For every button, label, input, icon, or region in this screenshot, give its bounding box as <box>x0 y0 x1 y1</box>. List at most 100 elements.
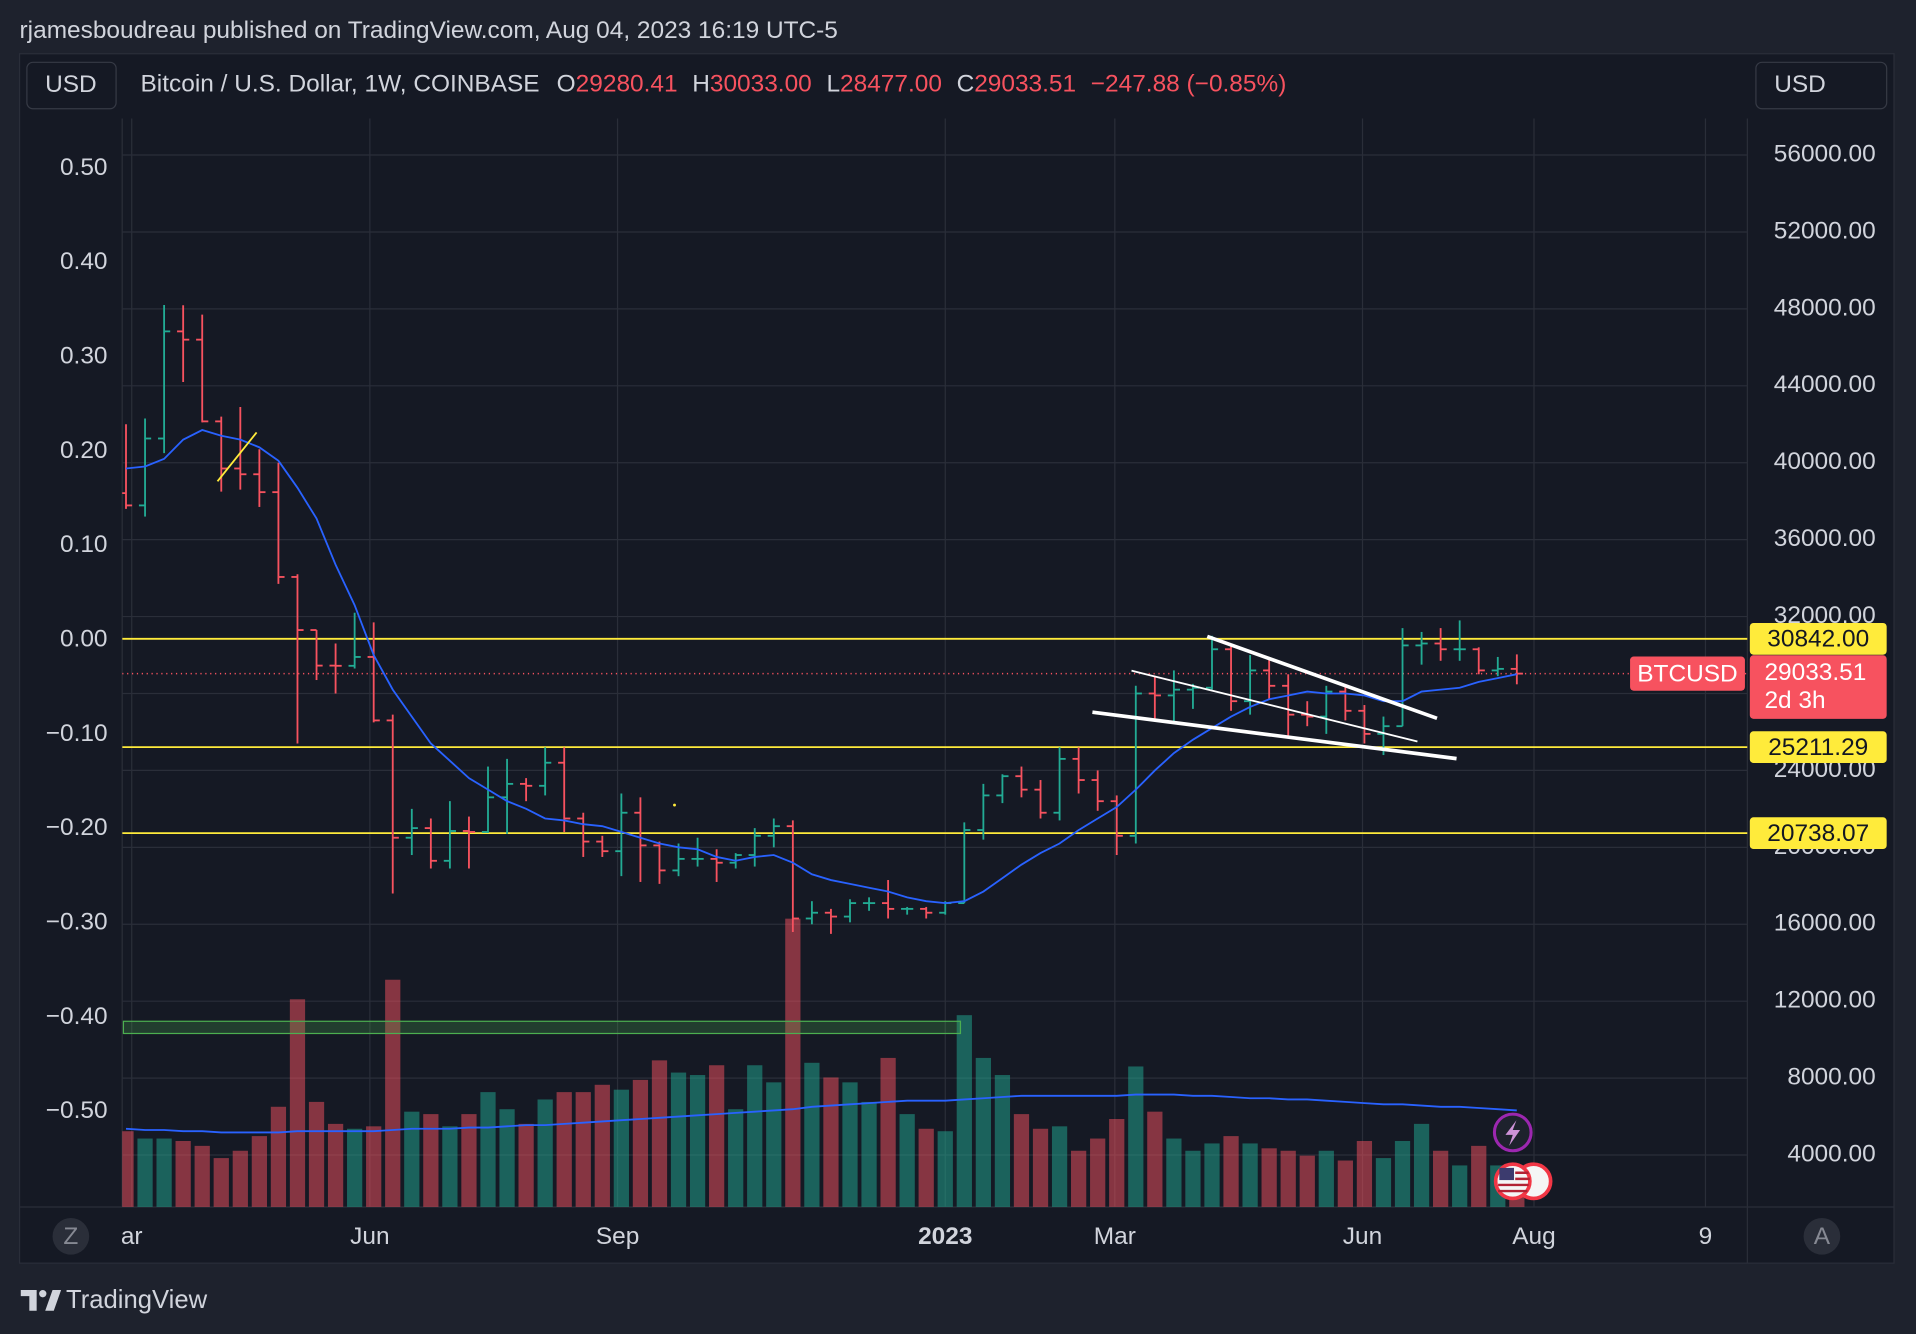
x-tick-label: Aug <box>1512 1223 1555 1250</box>
legend-key: O <box>557 71 576 98</box>
level-label: 30842.00 <box>1767 626 1869 653</box>
volume-bar <box>1223 1136 1239 1207</box>
y-tick-label: 40000.00 <box>1774 448 1876 475</box>
x-tick-label: ar <box>121 1223 143 1250</box>
volume-bar <box>1032 1128 1049 1207</box>
trend-line <box>1131 669 1418 743</box>
volume-bar <box>347 1128 363 1207</box>
volume-bar <box>480 1092 496 1207</box>
volume-bar <box>956 1015 972 1207</box>
plot-area <box>122 118 1748 1207</box>
y2-tick-label: −0.50 <box>46 1097 108 1124</box>
x-tick-label: 9 <box>1699 1223 1713 1250</box>
y-tick-label: 4000.00 <box>1787 1140 1875 1167</box>
y-tick-label: 44000.00 <box>1774 371 1876 398</box>
currency-button[interactable] <box>26 61 117 110</box>
publisher-line: rjamesboudreau published on TradingView.… <box>20 17 838 44</box>
volume-bar <box>823 1077 839 1207</box>
volume-bar <box>766 1082 782 1207</box>
volume-bar <box>1318 1150 1334 1207</box>
volume-bar <box>1013 1114 1030 1207</box>
zoom-button[interactable] <box>52 1217 90 1255</box>
volume-bar <box>1356 1140 1373 1207</box>
legend-key: H <box>692 71 710 98</box>
y2-tick-label: 0.00 <box>60 626 108 653</box>
y2-tick-label: 0.20 <box>60 437 108 464</box>
flag-canton <box>1499 1167 1514 1181</box>
y-tick-label: 56000.00 <box>1774 140 1876 167</box>
currency-label[interactable]: USD <box>45 71 97 98</box>
lightning-icon <box>1505 1120 1521 1146</box>
volume-bar <box>156 1138 172 1207</box>
volume-bar <box>937 1131 953 1207</box>
volume-bar <box>461 1114 477 1207</box>
legend-value: 30033.00 <box>710 71 812 98</box>
legend-change: −247.88 (−0.85%) <box>1091 71 1287 98</box>
volume-bar <box>499 1109 515 1207</box>
volume-bar <box>842 1082 858 1207</box>
trend-line <box>1206 634 1438 721</box>
last-price-label: 29033.51 <box>1764 659 1866 686</box>
volume-bar <box>175 1140 191 1207</box>
volume-bar <box>518 1123 534 1207</box>
currency-label[interactable]: USD <box>1774 71 1826 98</box>
volume-bar <box>689 1075 706 1207</box>
y-tick-label: 36000.00 <box>1774 525 1876 552</box>
volume-bar <box>385 979 401 1207</box>
volume-bar <box>137 1138 153 1207</box>
volume-bar <box>1185 1150 1201 1207</box>
volume-bar <box>1471 1145 1487 1207</box>
symbol-legend: Bitcoin / U.S. Dollar, 1W, COINBASE O2928… <box>141 71 1287 98</box>
zoom-label[interactable]: Z <box>63 1223 78 1250</box>
volume-bar <box>1109 1118 1125 1207</box>
volume-bar <box>537 1099 553 1207</box>
zone-rectangle <box>122 1020 962 1035</box>
axes: ar Jun Sep 2023 Mar Jun Aug 9 4000.00 8000.00 1200… <box>46 140 1887 1250</box>
currency-button[interactable] <box>1755 61 1888 110</box>
auto-button[interactable] <box>1803 1217 1841 1255</box>
x-tick-label: Jun <box>1343 1223 1382 1250</box>
volume-bar <box>327 1123 344 1207</box>
volume-bar <box>651 1060 668 1207</box>
legend-value: 28477.00 <box>840 71 942 98</box>
volume-bar <box>804 1062 820 1207</box>
legend-key: L <box>826 71 840 98</box>
volume-ma-line <box>125 1093 1517 1134</box>
volume-bar <box>251 1136 267 1207</box>
drawings <box>122 431 1553 1201</box>
volume-bar <box>575 1092 591 1207</box>
brand-logo <box>20 1290 62 1311</box>
volume-bar <box>632 1079 649 1207</box>
volume-bar <box>1147 1111 1163 1207</box>
y-tick-label: 48000.00 <box>1774 294 1876 321</box>
volume-bar <box>1280 1150 1296 1207</box>
volume-bar <box>232 1150 248 1207</box>
volume-bar <box>994 1075 1011 1207</box>
volume-bar <box>308 1101 325 1207</box>
legend-key: C <box>957 71 975 98</box>
y2-tick-label: 0.10 <box>60 531 108 558</box>
volume-bar <box>1433 1150 1449 1207</box>
y2-tick-label: −0.30 <box>46 909 108 936</box>
last-price-box <box>1749 655 1887 719</box>
volume-bar <box>1071 1150 1087 1207</box>
volume-bar <box>366 1126 382 1207</box>
volume-bar <box>918 1128 934 1207</box>
symbol-label-box <box>1630 656 1745 691</box>
level-label: 20738.07 <box>1767 820 1869 847</box>
volume-bar <box>861 1101 877 1207</box>
volume-bar <box>1204 1143 1220 1207</box>
trend-line <box>216 431 258 482</box>
volume-bar <box>1413 1123 1430 1207</box>
level-label-box <box>1749 622 1887 655</box>
auto-label[interactable]: A <box>1814 1223 1831 1250</box>
legend-value: 29280.41 <box>576 71 678 98</box>
volume-bar <box>747 1065 763 1207</box>
volume-bar <box>270 1106 287 1207</box>
volume-bar <box>194 1145 210 1207</box>
volume-bar <box>1051 1126 1068 1207</box>
y2-tick-label: −0.20 <box>46 814 108 841</box>
x-tick-label: 2023 <box>918 1223 972 1250</box>
